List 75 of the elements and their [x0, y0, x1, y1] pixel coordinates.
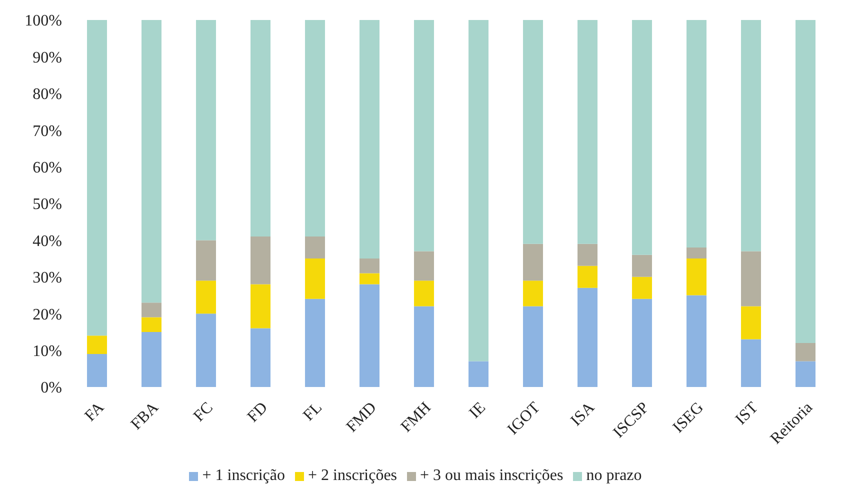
bar [686, 20, 706, 248]
legend-label: + 3 ou mais inscrições [420, 467, 564, 484]
y-tick-label: 50% [32, 196, 62, 214]
bar [305, 20, 325, 237]
bar [686, 248, 706, 259]
bar [250, 236, 270, 284]
bar [741, 339, 761, 387]
y-tick-label: 20% [32, 306, 62, 324]
bar [250, 284, 270, 328]
y-tick-label: 100% [24, 12, 62, 30]
x-tick-label: FL [300, 399, 326, 424]
x-tick-label: FC [190, 399, 216, 426]
x-tick-label: FBA [128, 398, 162, 434]
bar [468, 361, 488, 387]
y-tick-label: 30% [32, 270, 62, 287]
bar [632, 276, 652, 299]
bar [250, 20, 270, 237]
bar [578, 288, 598, 387]
y-tick-label: 70% [32, 122, 62, 140]
bar [360, 284, 380, 387]
x-tick-label: FA [82, 398, 108, 425]
y-tick-label: 90% [32, 49, 62, 66]
bar [142, 20, 162, 303]
bar [142, 302, 162, 318]
bar [87, 354, 107, 387]
legend-label: + 2 inscrições [308, 467, 398, 484]
y-tick-label: 60% [32, 159, 62, 176]
bar [686, 258, 706, 296]
bar [305, 258, 325, 299]
bar [360, 20, 380, 259]
x-tick-label: FD [244, 399, 271, 426]
bar [196, 280, 216, 314]
bar [414, 306, 434, 387]
bar [305, 298, 325, 387]
y-tick-label: 40% [32, 232, 62, 250]
bar [741, 251, 761, 306]
bar [632, 298, 652, 387]
bar [414, 280, 434, 306]
bar [632, 254, 652, 277]
bar [196, 240, 216, 281]
bar [360, 273, 380, 284]
x-tick-label: ISA [568, 398, 598, 430]
bar [523, 306, 543, 387]
bar [686, 295, 706, 387]
bar [87, 20, 107, 336]
bar [250, 328, 270, 387]
bar [578, 244, 598, 266]
bar [632, 20, 652, 255]
bar [414, 251, 434, 281]
y-tick-label: 0% [40, 380, 62, 397]
bar [578, 20, 598, 244]
legend-label: no prazo [586, 467, 642, 484]
bar [196, 314, 216, 387]
bar [741, 306, 761, 340]
bar [196, 20, 216, 240]
bar [87, 336, 107, 354]
x-tick-label: IST [732, 399, 762, 428]
bar [523, 20, 543, 244]
bar [796, 20, 816, 343]
bar [142, 317, 162, 332]
bar [305, 236, 325, 259]
bar [578, 266, 598, 288]
bar [414, 20, 434, 252]
bar [468, 20, 488, 362]
x-tick-label: IE [466, 399, 489, 422]
y-tick-label: 10% [32, 342, 62, 360]
bar [523, 244, 543, 281]
bar [360, 258, 380, 274]
bar [741, 20, 761, 252]
bar [796, 361, 816, 387]
bar [142, 332, 162, 387]
bar [796, 342, 816, 362]
y-tick-label: 80% [32, 86, 62, 104]
bar [523, 280, 543, 306]
legend-label: + 1 inscrição [202, 467, 286, 484]
